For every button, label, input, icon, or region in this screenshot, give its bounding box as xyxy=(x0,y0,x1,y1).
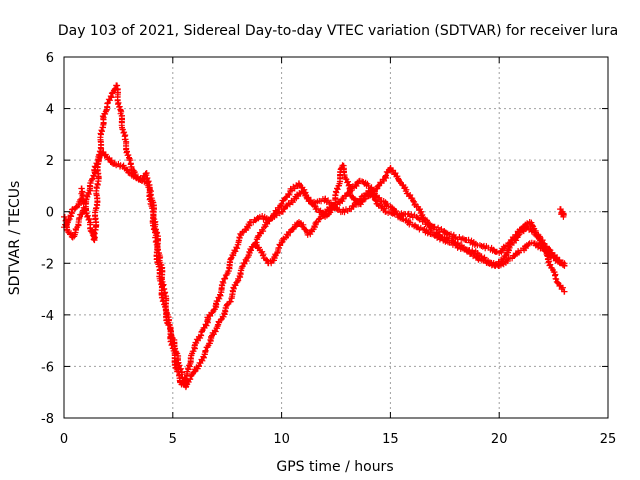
y-tick-label: 0 xyxy=(46,206,54,221)
data-point-markers xyxy=(252,187,568,269)
series-fragment-early xyxy=(78,185,87,207)
x-axis-title: GPS time / hours xyxy=(276,459,393,475)
data-point-markers xyxy=(557,206,567,220)
y-tick-label: 6 xyxy=(46,51,54,66)
y-tick-label: -8 xyxy=(41,412,54,427)
plot-frame xyxy=(63,56,609,419)
series-fragment-end xyxy=(557,206,567,220)
series-track-c xyxy=(252,187,568,269)
x-tick-label: 20 xyxy=(491,432,508,447)
y-tick-label: -6 xyxy=(41,360,54,375)
x-tick-label: 10 xyxy=(273,432,290,447)
data-point-markers xyxy=(78,185,87,207)
y-tick-label: -2 xyxy=(41,257,54,272)
y-tick-label: 4 xyxy=(46,103,54,118)
chart-title: Day 103 of 2021, Sidereal Day-to-day VTE… xyxy=(58,23,618,39)
y-tick-label: -4 xyxy=(41,309,54,324)
x-tick-label: 5 xyxy=(169,432,177,447)
x-tick-label: 0 xyxy=(60,432,68,447)
axis-ticks: 0 5 10 15 20 25 -8 -6 -4 -2 0 2 4 6 xyxy=(41,51,616,447)
x-tick-label: 25 xyxy=(600,432,617,447)
y-axis-title: SDTVAR / TECUs xyxy=(7,181,23,296)
x-tick-label: 15 xyxy=(382,432,399,447)
y-tick-label: 2 xyxy=(46,154,54,169)
